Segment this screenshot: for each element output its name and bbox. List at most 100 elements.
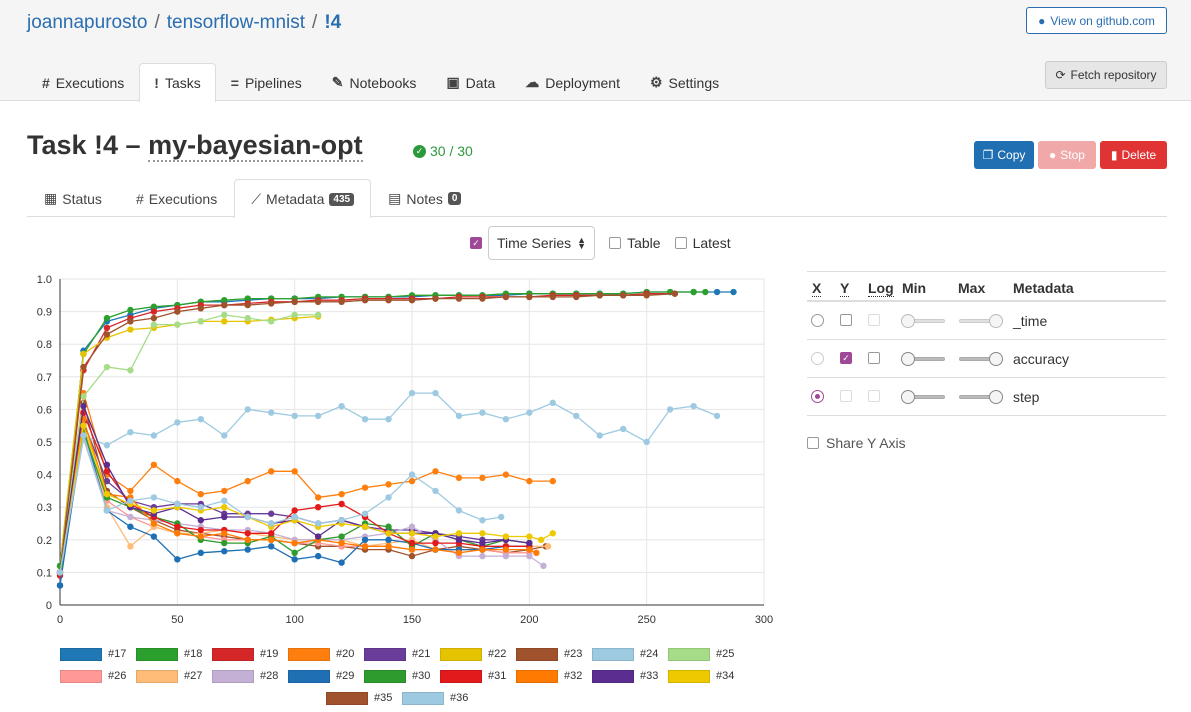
legend-row: #35 #36: [60, 687, 760, 709]
legend-item[interactable]: #29: [288, 669, 364, 683]
data-point: [197, 415, 204, 423]
legend-item[interactable]: #18: [136, 647, 212, 661]
legend-item[interactable]: #26: [60, 669, 136, 683]
stop-icon: ●: [1049, 148, 1057, 162]
legend-item[interactable]: #19: [212, 647, 288, 661]
legend-item[interactable]: #17: [60, 647, 136, 661]
legend-item[interactable]: #23: [516, 647, 592, 661]
subtab-status[interactable]: ▦ Status: [27, 179, 119, 217]
time-series-checkbox[interactable]: ✓: [470, 237, 482, 249]
series-line-20: [59, 392, 553, 573]
tab-executions[interactable]: # Executions: [27, 63, 139, 101]
y-checkbox-time[interactable]: [840, 314, 852, 326]
legend-item[interactable]: #21: [364, 647, 440, 661]
data-point: [150, 520, 158, 527]
cloud-icon: ☁: [525, 74, 540, 90]
stop-button[interactable]: ● Stop: [1038, 141, 1096, 169]
data-point: [268, 543, 275, 550]
tab-data[interactable]: ▣ Data: [431, 63, 510, 101]
min-slider-step[interactable]: [901, 390, 947, 404]
log-checkbox-time[interactable]: [868, 314, 880, 326]
legend-swatch: [364, 669, 406, 683]
data-point: [361, 523, 369, 530]
exclamation-icon: !: [154, 75, 159, 91]
data-point: [127, 367, 134, 374]
y-tick-label: 0.1: [37, 567, 52, 579]
legend-item[interactable]: #34: [668, 669, 744, 683]
task-name[interactable]: my-bayesian-opt: [148, 130, 363, 162]
data-point: [549, 293, 556, 301]
max-slider-step[interactable]: [957, 390, 1003, 404]
subtab-executions[interactable]: # Executions: [119, 179, 234, 217]
log-checkbox-step[interactable]: [868, 390, 880, 402]
tab-notebooks-label: Notebooks: [349, 74, 417, 91]
y-checkbox-step[interactable]: [840, 390, 852, 402]
legend-item[interactable]: #36: [402, 691, 478, 705]
legend-item[interactable]: #24: [592, 647, 668, 661]
max-slider-time[interactable]: [957, 314, 1003, 328]
legend-item[interactable]: #28: [212, 669, 288, 683]
x-radio-step[interactable]: [811, 390, 824, 403]
legend-item[interactable]: #31: [440, 669, 516, 683]
log-checkbox-accuracy[interactable]: [868, 352, 880, 364]
legend-item[interactable]: #25: [668, 647, 744, 661]
x-radio-time[interactable]: [811, 314, 824, 327]
legend-item[interactable]: #35: [326, 691, 402, 705]
tab-deployment[interactable]: ☁ Deployment: [510, 63, 635, 101]
subtab-notes[interactable]: ▤ Notes 0: [371, 179, 478, 217]
y-checkbox-accuracy[interactable]: ✓: [840, 352, 852, 364]
time-series-select[interactable]: Time Series ▲ ▼: [488, 226, 596, 260]
data-point: [244, 301, 251, 309]
fetch-repository-button[interactable]: ⟳ Fetch repository: [1045, 61, 1167, 89]
subtab-metadata[interactable]: ⟋ Metadata 435: [234, 179, 372, 218]
legend-item[interactable]: #20: [288, 647, 364, 661]
latest-checkbox[interactable]: [674, 237, 687, 249]
data-point: [385, 415, 392, 423]
data-point: [713, 412, 721, 420]
gear-icon: ⚙: [649, 74, 663, 90]
legend-item[interactable]: #27: [136, 669, 212, 683]
legend-item[interactable]: #22: [440, 647, 516, 661]
data-point: [221, 513, 228, 521]
y-tick-label: 0.5: [37, 437, 52, 449]
delete-button[interactable]: ▮ Delete: [1100, 141, 1167, 169]
view-on-github-button[interactable]: ● View on github.com: [1026, 7, 1167, 34]
data-point: [127, 523, 134, 530]
data-point: [596, 292, 603, 299]
data-point: [361, 510, 369, 517]
table-checkbox[interactable]: [609, 237, 622, 249]
legend-item[interactable]: #30: [364, 669, 440, 683]
data-point: [127, 326, 134, 333]
tab-notebooks[interactable]: ✎ Notebooks: [317, 63, 432, 101]
share-y-axis-checkbox[interactable]: [807, 437, 819, 449]
data-point: [408, 523, 416, 530]
breadcrumb-owner-link[interactable]: joannapurosto: [27, 12, 148, 33]
tab-tasks[interactable]: ! Tasks: [139, 63, 216, 102]
x-radio-accuracy[interactable]: [811, 352, 824, 365]
breadcrumb-task-link[interactable]: !4: [324, 12, 342, 33]
tab-settings[interactable]: ⚙ Settings: [635, 63, 734, 101]
data-point: [197, 526, 204, 534]
data-point: [432, 533, 439, 540]
tab-pipelines[interactable]: = Pipelines: [216, 63, 317, 101]
data-point: [244, 477, 251, 485]
data-point: [432, 468, 439, 475]
legend-label: #36: [450, 692, 469, 704]
legend-item[interactable]: #32: [516, 669, 592, 683]
data-point: [291, 298, 298, 306]
legend-swatch: [326, 691, 368, 705]
data-point: [455, 295, 463, 302]
legend-swatch: [516, 647, 558, 661]
data-point: [479, 474, 486, 482]
series-line-24: [83, 392, 718, 447]
data-point: [730, 288, 737, 296]
min-slider-time[interactable]: [901, 314, 947, 328]
data-point: [666, 406, 674, 413]
max-slider-accuracy[interactable]: [957, 352, 1003, 366]
legend-label: #24: [640, 648, 659, 660]
data-point: [314, 520, 322, 527]
min-slider-accuracy[interactable]: [901, 352, 947, 366]
copy-button[interactable]: ❐ Copy: [974, 141, 1034, 169]
breadcrumb-project-link[interactable]: tensorflow-mnist: [166, 12, 306, 33]
legend-item[interactable]: #33: [592, 669, 668, 683]
